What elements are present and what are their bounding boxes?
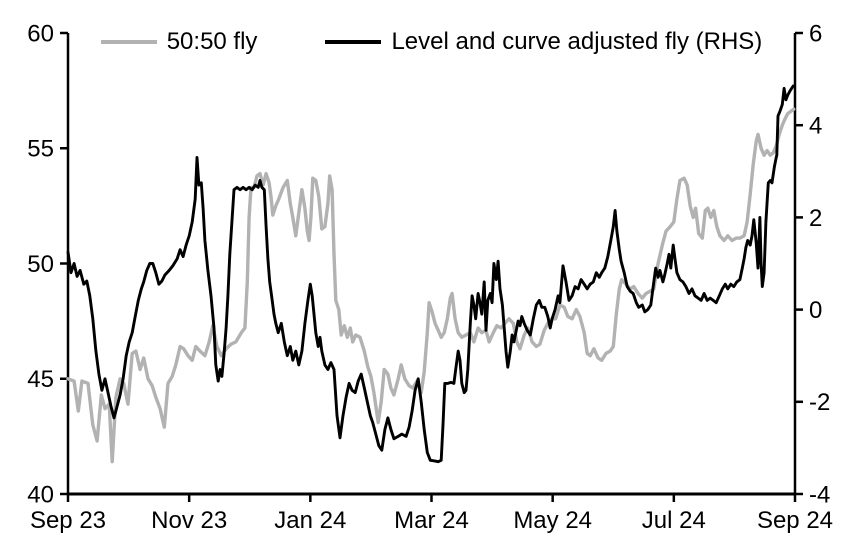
x-axis-tick-label: Jul 24 <box>642 507 706 534</box>
right-axis-tick-label: 4 <box>809 113 822 140</box>
left-axis-tick-label: 55 <box>27 136 54 163</box>
left-axis-tick-label: 45 <box>27 366 54 393</box>
x-axis-tick-label: May 24 <box>513 507 592 534</box>
x-axis-tick-label: Nov 23 <box>151 507 227 534</box>
right-axis-tick-label: -4 <box>809 481 830 508</box>
series-line-level-curve-adjusted-fly <box>66 84 795 464</box>
right-axis-tick-label: -2 <box>809 389 830 416</box>
x-axis-tick-label: Jan 24 <box>274 507 346 534</box>
series-line-5050-fly <box>66 107 796 464</box>
x-axis-tick-label: Sep 23 <box>30 507 106 534</box>
left-axis-tick-label: 60 <box>27 20 54 47</box>
left-axis-tick-label: 50 <box>27 251 54 278</box>
right-axis-tick-label: 6 <box>809 20 822 47</box>
right-axis-tick-label: 2 <box>809 205 822 232</box>
left-axis-tick-label: 40 <box>27 481 54 508</box>
x-axis-tick-label: Mar 24 <box>394 507 469 534</box>
right-axis-tick-label: 0 <box>809 297 822 324</box>
x-axis-tick-label: Sep 24 <box>757 507 833 534</box>
